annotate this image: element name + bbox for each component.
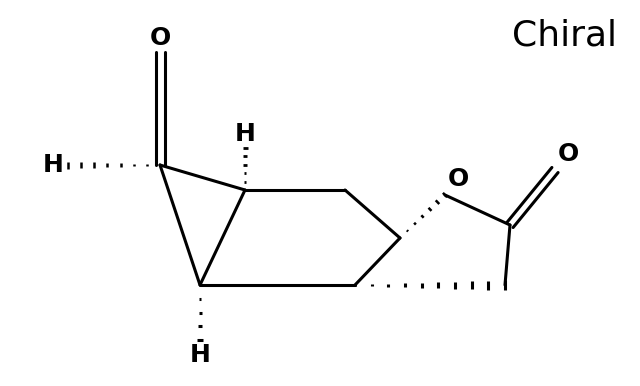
Text: O: O (558, 142, 579, 166)
Text: H: H (43, 153, 64, 177)
Text: H: H (189, 343, 211, 367)
Text: Chiral: Chiral (513, 19, 618, 53)
Text: O: O (149, 26, 171, 50)
Text: H: H (235, 122, 255, 146)
Text: O: O (448, 167, 469, 191)
